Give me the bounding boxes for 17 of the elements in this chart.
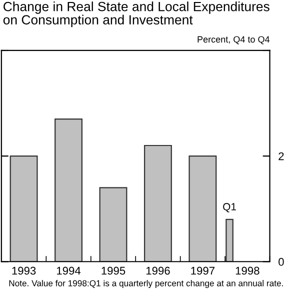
x-tick-label: 1995 xyxy=(102,266,126,275)
bar xyxy=(99,187,128,262)
x-tick-label: 1997 xyxy=(191,266,214,275)
x-tick-label: 1993 xyxy=(12,266,36,275)
x-tick-label: 1996 xyxy=(146,266,170,275)
y-tick-label: 0 xyxy=(278,258,284,266)
x-tick-label: 1994 xyxy=(57,266,81,275)
bar xyxy=(54,118,82,262)
x-tick-label: 1998 xyxy=(236,266,260,275)
y-axis-title: Percent, Q4 to Q4 xyxy=(198,36,270,44)
bar xyxy=(144,144,172,262)
y-tick-label: 2 xyxy=(278,152,284,160)
bar xyxy=(10,156,38,262)
annotation: Q1 xyxy=(223,203,236,212)
text: Note. Value for 1998:Q1 is a quarterly percent change at an annual rate. xyxy=(9,280,283,288)
bar xyxy=(188,156,217,262)
chart-title: Change in Real State and Local Expenditures on Consumption and Investment xyxy=(3,2,270,28)
